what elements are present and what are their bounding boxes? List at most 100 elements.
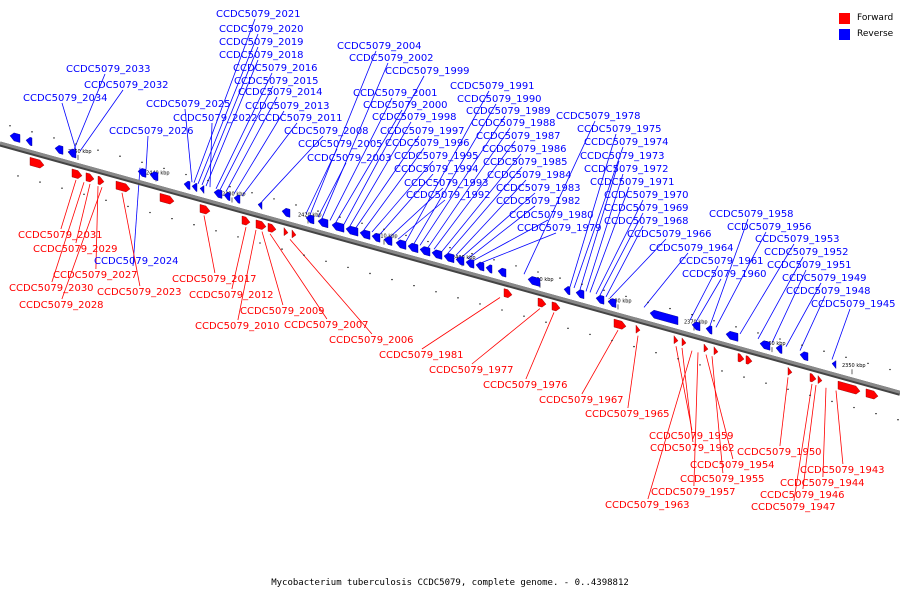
reverse-gene-label: CCDC5079_2000 bbox=[363, 100, 448, 111]
reverse-gene-label: CCDC5079_1999 bbox=[385, 66, 470, 77]
reverse-gene-label: CCDC5079_1989 bbox=[466, 106, 551, 117]
forward-gene-arrow bbox=[613, 318, 627, 330]
forward-leader-line bbox=[793, 383, 813, 502]
guide-dot bbox=[669, 307, 671, 310]
reverse-gene-arrow bbox=[775, 344, 783, 354]
forward-gene-label: CCDC5079_1965 bbox=[585, 409, 670, 420]
guide-dot bbox=[867, 362, 869, 365]
guide-dot bbox=[259, 242, 261, 244]
forward-gene-arrow bbox=[115, 180, 131, 193]
guide-dot bbox=[75, 143, 77, 145]
reverse-leader-line bbox=[79, 89, 124, 152]
guide-dot bbox=[633, 345, 635, 348]
reverse-gene-label: CCDC5079_2003 bbox=[307, 153, 392, 164]
reverse-gene-arrow bbox=[183, 180, 191, 190]
reverse-gene-label: CCDC5079_1951 bbox=[767, 260, 852, 271]
reverse-gene-label: CCDC5079_1988 bbox=[471, 118, 556, 129]
guide-dot bbox=[171, 217, 173, 220]
reverse-gene-label: CCDC5079_1971 bbox=[590, 177, 675, 188]
guide-dot bbox=[127, 205, 129, 208]
forward-gene-label: CCDC5079_2023 bbox=[97, 287, 182, 298]
reverse-gene-arrow bbox=[407, 242, 419, 254]
guide-dot bbox=[779, 338, 781, 340]
legend: Forward Reverse bbox=[839, 10, 893, 42]
reverse-gene-label: CCDC5079_2024 bbox=[94, 256, 179, 267]
tick-label: 2450 kbp bbox=[68, 149, 92, 155]
reverse-gene-arrow bbox=[371, 232, 381, 243]
reverse-leader-line bbox=[355, 135, 420, 228]
guide-dot bbox=[391, 278, 393, 281]
reverse-gene-arrow bbox=[25, 137, 33, 147]
guide-dot bbox=[405, 234, 407, 237]
guide-dot bbox=[185, 173, 187, 176]
reverse-leader-line bbox=[219, 85, 274, 191]
reverse-leader-line bbox=[379, 173, 434, 235]
forward-gene-label: CCDC5079_1947 bbox=[751, 502, 836, 513]
forward-leader-line bbox=[581, 329, 619, 395]
reverse-gene-label: CCDC5079_2020 bbox=[219, 24, 304, 35]
reverse-gene-label: CCDC5079_2011 bbox=[258, 113, 343, 124]
tick-label: 2350 kbp bbox=[842, 363, 866, 369]
legend-reverse-label: Reverse bbox=[857, 29, 894, 39]
reverse-leader-line bbox=[405, 90, 490, 242]
forward-gene-arrow bbox=[635, 324, 641, 334]
guide-dot bbox=[581, 283, 583, 285]
reverse-leader-line bbox=[609, 238, 667, 299]
forward-leader-line bbox=[203, 215, 216, 274]
reverse-leader-line bbox=[595, 199, 644, 295]
reverse-leader-line bbox=[579, 160, 620, 290]
forward-leader-line bbox=[121, 192, 141, 287]
forward-gene-arrow bbox=[255, 219, 267, 230]
guide-dot bbox=[339, 216, 341, 218]
tick-label: 2390 kbp bbox=[530, 277, 554, 283]
reverse-gene-label: CCDC5079_1953 bbox=[755, 234, 840, 245]
reverse-gene-label: CCDC5079_1996 bbox=[385, 138, 470, 149]
forward-gene-label: CCDC5079_1959 bbox=[649, 431, 734, 442]
guide-dot bbox=[361, 222, 363, 224]
reverse-leader-line bbox=[473, 219, 549, 261]
forward-gene-label: CCDC5079_1963 bbox=[605, 500, 690, 511]
reverse-leader-line bbox=[419, 115, 506, 246]
forward-gene-arrow bbox=[787, 366, 793, 376]
forward-gene-label: CCDC5079_1977 bbox=[429, 365, 514, 376]
reverse-gene-arrow bbox=[191, 183, 198, 192]
reverse-gene-label: CCDC5079_1945 bbox=[811, 299, 896, 310]
reverse-gene-arrow bbox=[497, 267, 507, 278]
guide-dot bbox=[383, 228, 385, 231]
legend-forward-label: Forward bbox=[857, 13, 894, 23]
tick-label: 2410 kbp bbox=[374, 234, 398, 240]
reverse-leader-line bbox=[215, 72, 273, 190]
reverse-leader-line bbox=[335, 109, 403, 223]
forward-gene-label: CCDC5079_2029 bbox=[33, 244, 118, 255]
forward-gene-arrow bbox=[241, 215, 251, 226]
reverse-gene-label: CCDC5079_1985 bbox=[483, 157, 568, 168]
reverse-leader-line bbox=[197, 33, 259, 184]
reverse-gene-label: CCDC5079_1970 bbox=[604, 190, 689, 201]
reverse-leader-line bbox=[427, 127, 511, 248]
guide-dot bbox=[435, 291, 437, 293]
reverse-leader-line bbox=[461, 192, 536, 258]
guide-dot bbox=[647, 301, 649, 304]
forward-leader-line bbox=[421, 297, 501, 350]
guide-dot bbox=[31, 131, 33, 133]
forward-gene-arrow bbox=[267, 222, 277, 233]
reverse-gene-arrow bbox=[563, 286, 571, 296]
guide-dot bbox=[537, 271, 539, 273]
reverse-gene-arrow bbox=[345, 225, 359, 237]
forward-gene-arrow bbox=[71, 168, 83, 179]
reverse-gene-label: CCDC5079_1974 bbox=[584, 137, 669, 148]
reverse-leader-line bbox=[73, 73, 106, 150]
reverse-gene-arrow bbox=[527, 276, 541, 287]
reverse-gene-label: CCDC5079_2005 bbox=[298, 139, 383, 150]
reverse-leader-line bbox=[61, 102, 77, 151]
forward-leader-line bbox=[647, 350, 693, 500]
reverse-gene-label: CCDC5079_2001 bbox=[353, 88, 438, 99]
guide-dot bbox=[457, 297, 459, 299]
reverse-gene-label: CCDC5079_1952 bbox=[764, 247, 849, 258]
reverse-gene-arrow bbox=[395, 239, 407, 250]
guide-dot bbox=[17, 175, 19, 177]
reverse-gene-label: CCDC5079_1994 bbox=[394, 164, 479, 175]
forward-leader-line bbox=[627, 335, 639, 409]
reverse-gene-label: CCDC5079_1986 bbox=[482, 144, 567, 155]
forward-leader-line bbox=[525, 312, 555, 380]
